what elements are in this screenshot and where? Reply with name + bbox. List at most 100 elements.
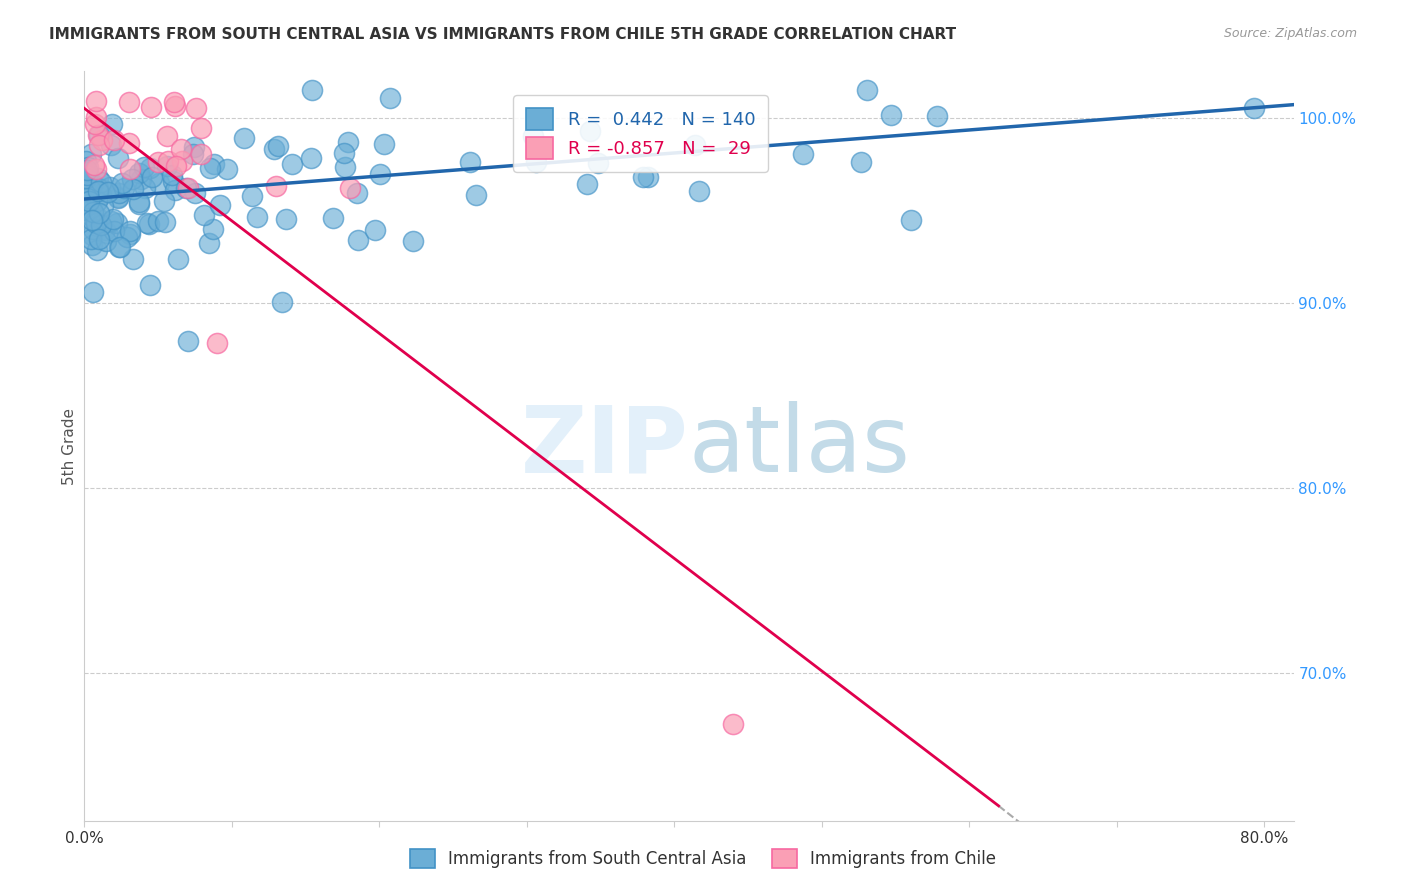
Point	[335, 160, 357, 174]
Point	[80, 238, 103, 252]
Point	[86, 194, 108, 208]
Point	[91, 199, 114, 213]
Point	[688, 184, 710, 198]
Point	[75, 153, 97, 168]
Point	[190, 146, 212, 161]
Point	[87, 171, 110, 186]
Point	[75, 184, 97, 198]
Point	[373, 136, 395, 151]
Point	[198, 161, 221, 175]
Point	[631, 170, 654, 185]
Point	[86, 128, 108, 142]
Point	[162, 95, 184, 109]
Point	[84, 94, 107, 108]
Point	[108, 240, 131, 254]
Point	[139, 100, 162, 114]
Point	[107, 215, 129, 229]
Point	[77, 166, 100, 180]
Point	[205, 336, 228, 351]
Point	[263, 142, 285, 156]
Point	[80, 228, 103, 243]
Point	[183, 140, 205, 154]
Point	[148, 176, 170, 190]
Point	[96, 226, 118, 240]
Point	[281, 157, 304, 171]
Point	[83, 158, 105, 172]
Point	[77, 194, 100, 208]
Point	[900, 213, 922, 227]
Point	[368, 167, 391, 181]
Point	[141, 169, 163, 184]
Text: ZIP: ZIP	[522, 401, 689, 491]
Point	[84, 161, 107, 176]
Point	[170, 154, 193, 169]
Point	[135, 216, 157, 230]
Point	[82, 285, 104, 299]
Point	[184, 186, 207, 200]
Point	[163, 98, 186, 112]
Point	[107, 151, 129, 165]
Point	[465, 187, 488, 202]
Point	[110, 240, 132, 254]
Point	[174, 181, 197, 195]
Point	[103, 133, 125, 147]
Point	[856, 83, 879, 97]
Point	[97, 185, 120, 199]
Point	[87, 128, 110, 142]
Point	[378, 91, 401, 105]
Point	[233, 131, 256, 145]
Point	[76, 198, 98, 212]
Point	[586, 155, 609, 169]
Point	[80, 213, 103, 227]
Point	[82, 205, 104, 219]
Point	[792, 147, 814, 161]
Point	[100, 213, 122, 227]
Point	[107, 190, 129, 204]
Point	[75, 164, 97, 178]
Point	[202, 157, 225, 171]
Point	[94, 235, 117, 249]
Point	[146, 154, 169, 169]
Y-axis label: 5th Grade: 5th Grade	[62, 408, 77, 484]
Point	[215, 161, 238, 176]
Point	[82, 222, 104, 236]
Point	[89, 205, 111, 219]
Point	[79, 182, 101, 196]
Point	[160, 168, 183, 182]
Point	[271, 295, 294, 310]
Point	[122, 252, 145, 266]
Point	[333, 146, 356, 161]
Point	[76, 184, 98, 198]
Point	[87, 182, 110, 196]
Point	[152, 194, 174, 208]
Point	[301, 83, 323, 97]
Point	[82, 178, 104, 192]
Point	[118, 224, 141, 238]
Point	[246, 210, 269, 224]
Point	[90, 182, 112, 196]
Point	[132, 160, 155, 174]
Point	[101, 117, 124, 131]
Point	[90, 175, 112, 189]
Point	[128, 166, 150, 180]
Point	[197, 235, 219, 250]
Point	[347, 233, 370, 247]
Point	[190, 121, 212, 136]
Point	[1243, 101, 1265, 115]
Point	[76, 160, 98, 174]
Point	[80, 176, 103, 190]
Point	[202, 221, 225, 235]
Point	[276, 212, 298, 227]
Point	[165, 183, 187, 197]
Point	[880, 108, 903, 122]
Point	[363, 223, 385, 237]
Point	[79, 146, 101, 161]
Point	[402, 234, 425, 248]
Point	[264, 179, 287, 194]
Point	[186, 101, 208, 115]
Point	[86, 243, 108, 257]
Point	[121, 172, 143, 186]
Point	[336, 136, 359, 150]
Point	[84, 216, 107, 230]
Point	[87, 232, 110, 246]
